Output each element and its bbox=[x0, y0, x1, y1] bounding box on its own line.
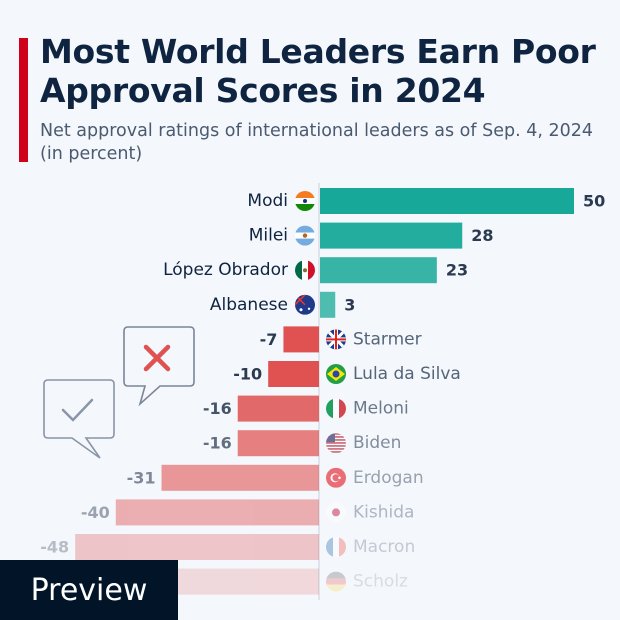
bar-row: Kishida -40 bbox=[81, 499, 414, 526]
value-label: -31 bbox=[127, 468, 156, 487]
bar-row: Erdogan -31 bbox=[127, 464, 424, 491]
bar-row: Meloni -16 bbox=[203, 395, 409, 422]
bar-row: Starmer -7 bbox=[260, 326, 422, 353]
speech-bubble-check-icon bbox=[43, 379, 115, 459]
category-label: Milei bbox=[249, 226, 288, 246]
bar-row: Albanese 3 bbox=[210, 291, 355, 318]
bar bbox=[283, 326, 319, 353]
bar-row: Milei 28 bbox=[249, 222, 494, 249]
category-label: Biden bbox=[353, 433, 401, 453]
usa-flag-icon bbox=[326, 433, 346, 454]
category-label: Kishida bbox=[353, 502, 414, 522]
chart-title: Most World Leaders Earn Poor Approval Sc… bbox=[40, 32, 596, 110]
category-label: Erdogan bbox=[353, 468, 424, 488]
bar bbox=[237, 395, 319, 422]
australia-flag-icon bbox=[295, 294, 315, 315]
italy-flag-icon bbox=[326, 398, 346, 419]
france-flag-icon bbox=[326, 537, 346, 557]
category-label: Meloni bbox=[353, 399, 409, 419]
brazil-flag-icon bbox=[326, 364, 346, 384]
mexico-flag-icon bbox=[295, 260, 315, 281]
title-accent-bar bbox=[19, 38, 28, 162]
bar-row: Modi 50 bbox=[247, 188, 605, 214]
value-label: -10 bbox=[233, 365, 262, 384]
bar bbox=[320, 257, 437, 284]
value-label: 3 bbox=[344, 295, 355, 314]
bar bbox=[75, 534, 319, 560]
bar-row: Lula da Silva -10 bbox=[233, 361, 461, 387]
category-label: Scholz bbox=[353, 572, 408, 592]
bar bbox=[237, 430, 319, 457]
category-label: Lula da Silva bbox=[353, 364, 461, 384]
value-label: -16 bbox=[203, 434, 232, 453]
bar bbox=[320, 222, 463, 249]
value-label: -16 bbox=[203, 399, 232, 418]
turkey-flag-icon bbox=[326, 467, 346, 488]
speech-bubble-x-icon bbox=[123, 326, 195, 407]
preview-banner: Preview bbox=[0, 560, 178, 620]
japan-flag-icon bbox=[326, 502, 346, 523]
uk-flag-icon bbox=[326, 329, 346, 350]
chart-subtitle: Net approval ratings of international le… bbox=[40, 121, 593, 164]
category-label: Macron bbox=[353, 537, 415, 557]
bar bbox=[320, 291, 336, 318]
bar-row: López Obrador 23 bbox=[163, 257, 468, 284]
bar-row: Biden -16 bbox=[203, 430, 401, 457]
bar bbox=[320, 188, 574, 214]
value-label: 28 bbox=[471, 226, 493, 245]
value-label: 50 bbox=[583, 192, 605, 211]
value-label: -7 bbox=[260, 330, 278, 349]
bar-row: Macron -48 bbox=[40, 534, 415, 560]
value-label: -48 bbox=[40, 538, 69, 557]
value-label: 23 bbox=[446, 261, 468, 280]
category-label: Albanese bbox=[210, 295, 288, 315]
bar bbox=[268, 361, 319, 387]
category-label: López Obrador bbox=[163, 260, 288, 280]
category-label: Starmer bbox=[353, 329, 422, 349]
argentina-flag-icon bbox=[295, 225, 315, 246]
category-label: Modi bbox=[247, 191, 288, 211]
value-label: -40 bbox=[81, 503, 110, 522]
germany-flag-icon bbox=[326, 571, 346, 592]
india-flag-icon bbox=[295, 191, 315, 211]
bar bbox=[115, 499, 319, 526]
bar bbox=[161, 464, 319, 491]
